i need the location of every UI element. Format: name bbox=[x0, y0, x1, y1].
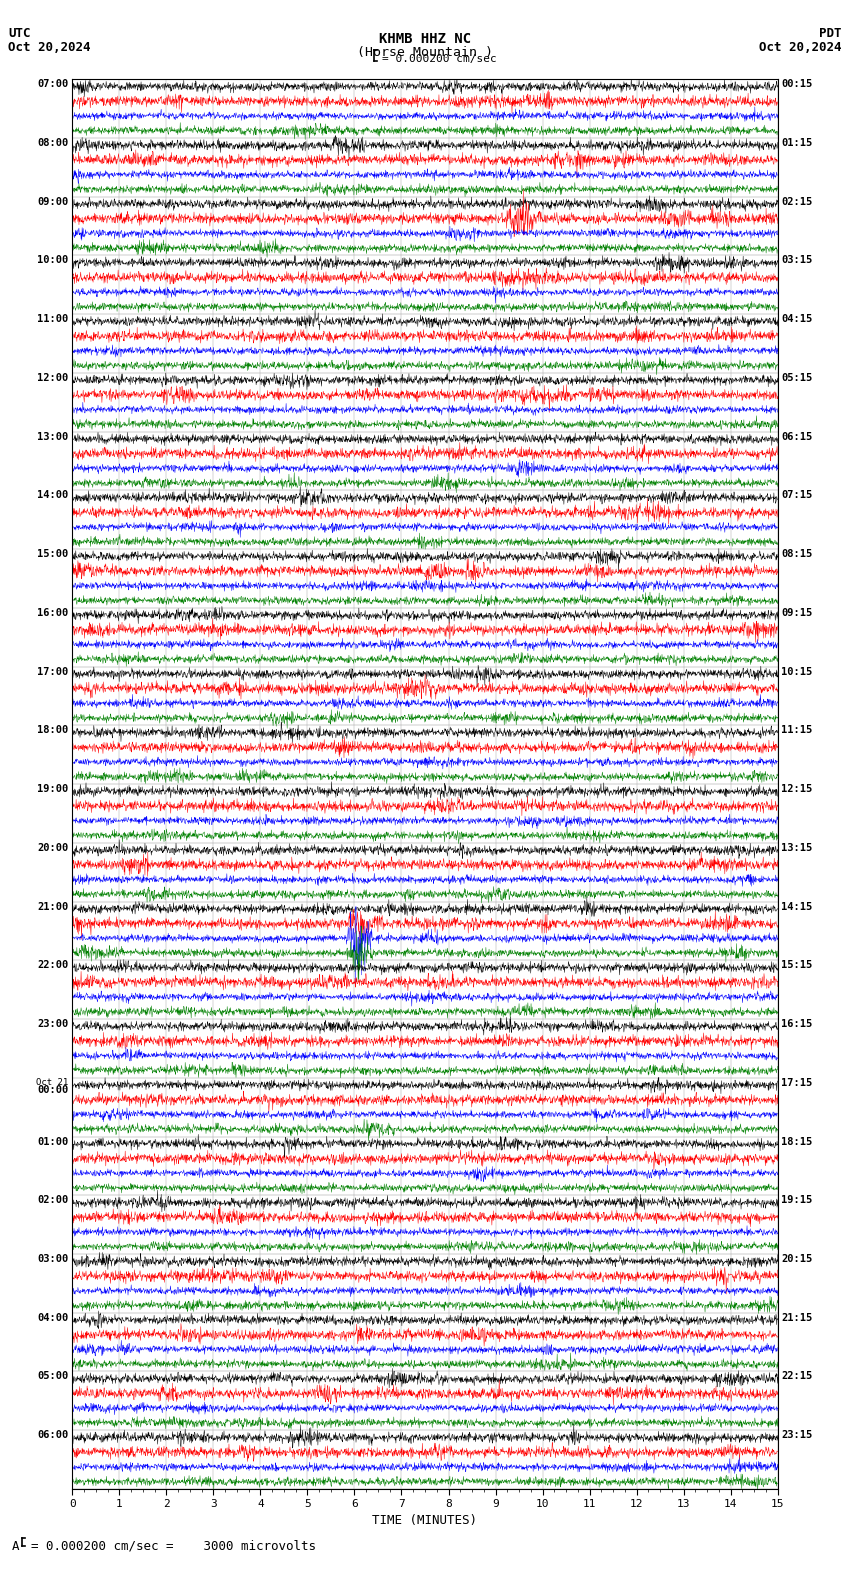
Text: 04:15: 04:15 bbox=[781, 314, 813, 325]
Text: 00:15: 00:15 bbox=[781, 79, 813, 89]
Text: 03:15: 03:15 bbox=[781, 255, 813, 266]
Text: 14:15: 14:15 bbox=[781, 901, 813, 911]
Text: 15:00: 15:00 bbox=[37, 550, 69, 559]
Text: Oct 20,2024: Oct 20,2024 bbox=[759, 41, 842, 54]
Text: 19:15: 19:15 bbox=[781, 1196, 813, 1205]
Text: 08:15: 08:15 bbox=[781, 550, 813, 559]
Text: 19:00: 19:00 bbox=[37, 784, 69, 794]
Text: UTC: UTC bbox=[8, 27, 31, 40]
Text: 18:15: 18:15 bbox=[781, 1137, 813, 1147]
Text: 04:00: 04:00 bbox=[37, 1313, 69, 1323]
Text: 20:00: 20:00 bbox=[37, 843, 69, 852]
Text: 09:00: 09:00 bbox=[37, 196, 69, 206]
Text: A: A bbox=[12, 1540, 20, 1552]
Text: (Horse Mountain ): (Horse Mountain ) bbox=[357, 46, 493, 59]
Text: 10:00: 10:00 bbox=[37, 255, 69, 266]
Text: Oct 20,2024: Oct 20,2024 bbox=[8, 41, 91, 54]
Text: 07:15: 07:15 bbox=[781, 491, 813, 501]
Text: 10:15: 10:15 bbox=[781, 667, 813, 676]
Text: 00:00: 00:00 bbox=[37, 1085, 69, 1095]
Text: 09:15: 09:15 bbox=[781, 608, 813, 618]
Text: 05:15: 05:15 bbox=[781, 372, 813, 383]
Text: 16:15: 16:15 bbox=[781, 1019, 813, 1030]
Text: 12:15: 12:15 bbox=[781, 784, 813, 794]
Text: Oct 21: Oct 21 bbox=[37, 1077, 69, 1087]
Text: = 0.000200 cm/sec: = 0.000200 cm/sec bbox=[382, 54, 497, 65]
Text: 18:00: 18:00 bbox=[37, 725, 69, 735]
Text: 02:00: 02:00 bbox=[37, 1196, 69, 1205]
Text: 07:00: 07:00 bbox=[37, 79, 69, 89]
Text: 14:00: 14:00 bbox=[37, 491, 69, 501]
Text: PDT: PDT bbox=[819, 27, 842, 40]
Text: 08:00: 08:00 bbox=[37, 138, 69, 147]
Text: 20:15: 20:15 bbox=[781, 1255, 813, 1264]
Text: 21:15: 21:15 bbox=[781, 1313, 813, 1323]
Text: 22:15: 22:15 bbox=[781, 1372, 813, 1381]
Text: 13:00: 13:00 bbox=[37, 431, 69, 442]
Text: 11:15: 11:15 bbox=[781, 725, 813, 735]
Text: 22:00: 22:00 bbox=[37, 960, 69, 971]
Text: 17:00: 17:00 bbox=[37, 667, 69, 676]
X-axis label: TIME (MINUTES): TIME (MINUTES) bbox=[372, 1514, 478, 1527]
Text: 23:00: 23:00 bbox=[37, 1019, 69, 1030]
Text: 05:00: 05:00 bbox=[37, 1372, 69, 1381]
Text: 17:15: 17:15 bbox=[781, 1077, 813, 1088]
Text: 06:00: 06:00 bbox=[37, 1430, 69, 1440]
Text: 13:15: 13:15 bbox=[781, 843, 813, 852]
Text: 06:15: 06:15 bbox=[781, 431, 813, 442]
Text: 23:15: 23:15 bbox=[781, 1430, 813, 1440]
Text: = 0.000200 cm/sec =    3000 microvolts: = 0.000200 cm/sec = 3000 microvolts bbox=[31, 1540, 315, 1552]
Text: 21:00: 21:00 bbox=[37, 901, 69, 911]
Text: 01:00: 01:00 bbox=[37, 1137, 69, 1147]
Text: 03:00: 03:00 bbox=[37, 1255, 69, 1264]
Text: 01:15: 01:15 bbox=[781, 138, 813, 147]
Text: 15:15: 15:15 bbox=[781, 960, 813, 971]
Text: 16:00: 16:00 bbox=[37, 608, 69, 618]
Text: 12:00: 12:00 bbox=[37, 372, 69, 383]
Text: 02:15: 02:15 bbox=[781, 196, 813, 206]
Text: KHMB HHZ NC: KHMB HHZ NC bbox=[379, 32, 471, 46]
Text: 11:00: 11:00 bbox=[37, 314, 69, 325]
